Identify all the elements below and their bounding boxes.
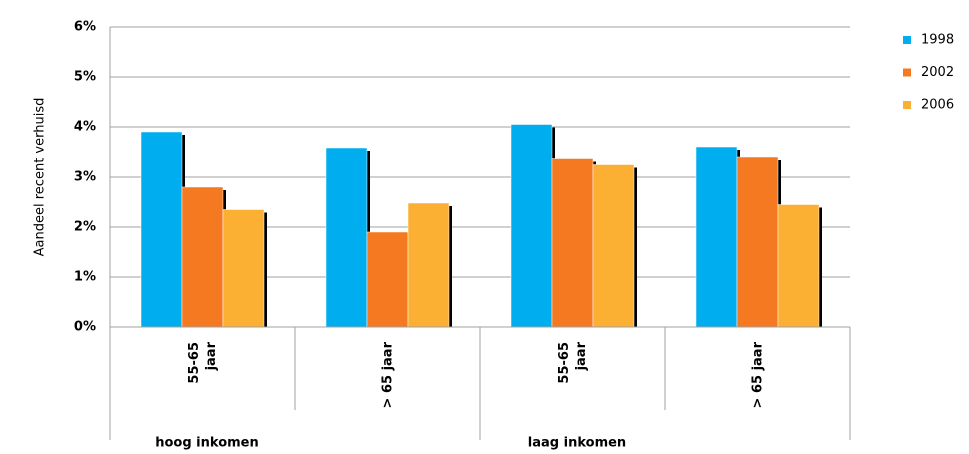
x-tick-label: > 65 jaar bbox=[750, 342, 765, 409]
y-tick-label: 6% bbox=[74, 20, 96, 35]
bar bbox=[695, 146, 738, 328]
bar bbox=[140, 131, 183, 328]
y-axis-title: Aandeel recent verhuisd bbox=[33, 98, 48, 257]
bar bbox=[510, 124, 553, 328]
y-tick-label: 4% bbox=[74, 120, 96, 135]
y-tick-label: 3% bbox=[74, 170, 96, 185]
legend-swatch bbox=[903, 68, 911, 77]
bar bbox=[181, 186, 224, 328]
bar bbox=[736, 156, 779, 328]
y-tick-label: 5% bbox=[74, 70, 96, 85]
group-label: laag inkomen bbox=[528, 436, 626, 451]
y-tick-label: 2% bbox=[74, 220, 96, 235]
bar bbox=[222, 209, 265, 328]
group-label: hoog inkomen bbox=[155, 436, 259, 451]
x-tick-label: 55-65 jaar bbox=[186, 342, 219, 384]
bar bbox=[325, 147, 368, 328]
legend-label: 2002 bbox=[921, 65, 954, 80]
legend-label: 1998 bbox=[921, 33, 954, 48]
legend-swatch bbox=[903, 101, 911, 109]
legend-label: 2006 bbox=[921, 98, 954, 113]
bar bbox=[551, 158, 594, 328]
x-tick-label: > 65 jaar bbox=[380, 342, 395, 409]
bar bbox=[366, 231, 409, 328]
y-tick-label: 1% bbox=[74, 270, 96, 285]
bar bbox=[777, 204, 820, 328]
bar bbox=[592, 164, 635, 328]
x-tick-label: 55-65 jaar bbox=[556, 342, 589, 384]
legend-swatch bbox=[903, 36, 911, 44]
y-tick-label: 0% bbox=[74, 320, 96, 335]
bar bbox=[407, 202, 450, 328]
